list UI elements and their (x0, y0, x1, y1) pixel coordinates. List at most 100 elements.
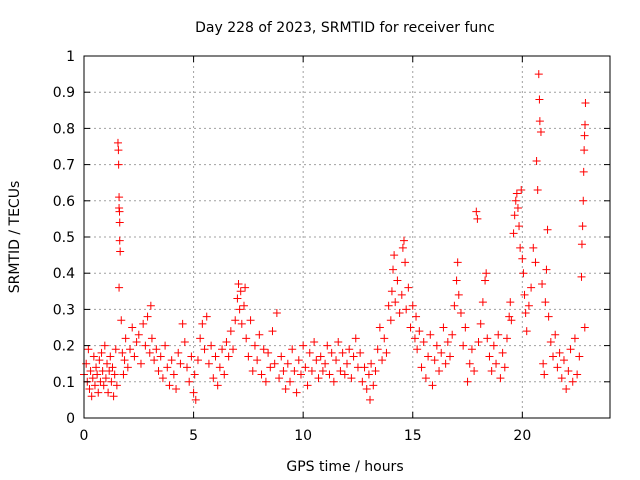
data-point (349, 352, 358, 361)
data-point (161, 341, 170, 350)
data-point (435, 366, 444, 375)
data-point (187, 352, 196, 361)
data-point (417, 363, 426, 372)
data-point (369, 381, 378, 390)
data-point (443, 337, 452, 346)
data-point (489, 341, 498, 350)
data-point (89, 352, 98, 361)
data-point (555, 348, 564, 357)
data-point (185, 377, 194, 386)
data-point (367, 359, 376, 368)
data-point (579, 196, 588, 205)
data-point (496, 374, 505, 383)
data-point (566, 345, 575, 354)
data-point (121, 334, 130, 343)
data-point (123, 363, 132, 372)
data-point (196, 334, 205, 343)
data-point (450, 301, 459, 310)
data-point (557, 374, 566, 383)
data-point (174, 348, 183, 357)
data-point (482, 269, 491, 278)
data-point (393, 276, 402, 285)
data-point (314, 374, 323, 383)
data-point (391, 298, 400, 307)
data-point (115, 283, 124, 292)
data-point (511, 196, 520, 205)
data-point (358, 377, 367, 386)
data-point (524, 301, 533, 310)
data-point (103, 359, 112, 368)
data-point (535, 117, 544, 126)
data-point (189, 388, 198, 397)
y-tick-label: 0.4 (53, 266, 75, 282)
data-point (156, 352, 165, 361)
data-point (99, 381, 108, 390)
data-point (277, 352, 286, 361)
data-point (398, 243, 407, 252)
data-point (272, 309, 281, 318)
data-point (551, 330, 560, 339)
x-tick-label: 10 (294, 428, 312, 444)
data-point (577, 272, 586, 281)
data-point (577, 240, 586, 249)
data-point (115, 236, 124, 245)
data-point (104, 388, 113, 397)
data-point (448, 330, 457, 339)
data-point (498, 348, 507, 357)
data-point (516, 243, 525, 252)
data-point (158, 374, 167, 383)
data-point (147, 334, 156, 343)
data-point (470, 366, 479, 375)
data-point (481, 276, 490, 285)
data-point (546, 337, 555, 346)
data-point (114, 146, 123, 155)
data-point (351, 334, 360, 343)
data-point (437, 348, 446, 357)
data-point (343, 359, 351, 368)
data-point (215, 363, 224, 372)
data-point (257, 370, 266, 379)
chart-title: Day 228 of 2023, SRMTID for receiver fun… (195, 20, 495, 36)
data-point (540, 370, 549, 379)
data-point (553, 363, 562, 372)
data-point (172, 385, 181, 394)
data-point (502, 334, 511, 343)
data-point (241, 283, 250, 292)
data-point (465, 359, 474, 368)
data-point (244, 352, 253, 361)
data-point (410, 334, 419, 343)
data-point (463, 377, 472, 386)
data-point (316, 352, 325, 361)
data-point (118, 348, 127, 357)
data-point (268, 327, 277, 336)
data-point (329, 377, 338, 386)
data-point (259, 345, 268, 354)
data-point (299, 341, 308, 350)
data-point (334, 337, 343, 346)
data-point (573, 370, 582, 379)
data-point (421, 374, 430, 383)
data-point (476, 319, 485, 328)
data-point (105, 366, 114, 375)
data-point (424, 352, 433, 361)
y-tick-label: 0 (66, 411, 75, 427)
data-point (96, 377, 105, 386)
data-point (115, 193, 124, 202)
y-tick-label: 0.8 (53, 121, 75, 137)
data-point (362, 385, 371, 394)
data-point (549, 352, 558, 361)
data-point (529, 243, 538, 252)
data-point (517, 185, 526, 194)
data-point (519, 269, 528, 278)
data-point (515, 222, 524, 231)
data-point (235, 305, 244, 314)
data-point (266, 363, 275, 372)
data-point (402, 305, 411, 314)
data-point (113, 138, 122, 147)
data-point (236, 287, 245, 296)
data-point (512, 189, 521, 198)
data-point (387, 287, 396, 296)
data-point (415, 327, 424, 336)
data-point (371, 366, 380, 375)
